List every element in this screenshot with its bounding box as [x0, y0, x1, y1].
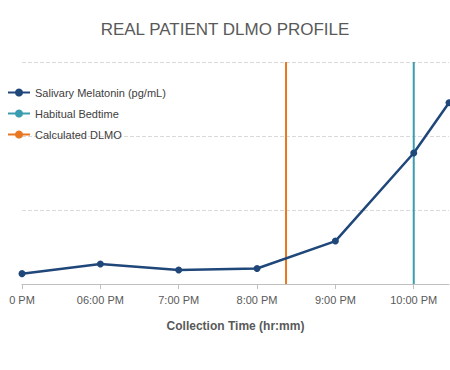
svg-text:Calculated DLMO: Calculated DLMO — [35, 129, 122, 141]
svg-text:Collection Time (hr:mm): Collection Time (hr:mm) — [167, 319, 305, 333]
svg-text:10:00 PM: 10:00 PM — [390, 294, 437, 306]
svg-text:7:00 PM: 7:00 PM — [158, 294, 199, 306]
svg-text:Habitual Bedtime: Habitual Bedtime — [35, 108, 119, 120]
svg-text:9:00 PM: 9:00 PM — [315, 294, 356, 306]
svg-text:06:00 PM: 06:00 PM — [77, 294, 124, 306]
svg-text:Salivary Melatonin (pg/mL): Salivary Melatonin (pg/mL) — [35, 87, 166, 99]
svg-text:REAL PATIENT DLMO PROFILE: REAL PATIENT DLMO PROFILE — [101, 20, 350, 39]
svg-text:8:00 PM: 8:00 PM — [237, 294, 278, 306]
svg-text:0 PM: 0 PM — [9, 294, 35, 306]
